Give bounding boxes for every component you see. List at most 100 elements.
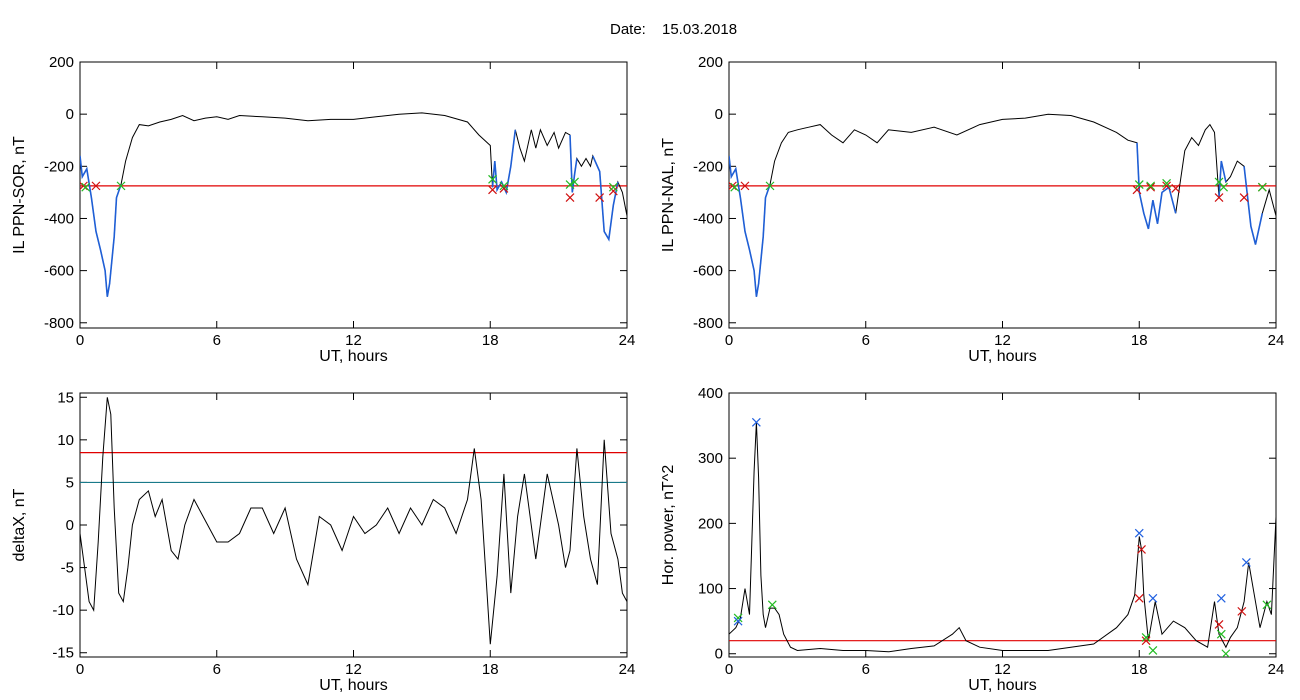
red-marker [80, 181, 88, 191]
blue-marker-stroke [751, 417, 761, 427]
x-tick-label: 0 [76, 332, 84, 349]
x-tick-label: 0 [725, 661, 733, 678]
x-tick-label: 12 [994, 661, 1011, 678]
blue-marker [1216, 593, 1226, 603]
green-marker [1134, 180, 1144, 189]
green-marker [1141, 633, 1151, 642]
x-tick-label: 6 [862, 332, 870, 349]
green-marker-stroke [730, 182, 740, 192]
green-marker-stroke [116, 181, 126, 191]
green-marker [81, 182, 91, 192]
green-marker-stroke [565, 180, 575, 189]
red-marker [488, 185, 497, 195]
y-tick-label: -400 [44, 210, 74, 227]
highlight-segment [80, 155, 122, 297]
x-tick-label: 18 [1131, 661, 1148, 678]
x-tick-label: 24 [1268, 332, 1285, 349]
plot-area [729, 417, 1276, 657]
y-tick-label: -800 [44, 315, 74, 332]
x-tick-label: 6 [862, 661, 870, 678]
series-line [80, 397, 627, 645]
y-tick-label: 0 [715, 646, 723, 663]
green-marker-stroke [1162, 178, 1172, 188]
y-tick-label: 200 [698, 54, 723, 71]
y-tick-label: -200 [693, 158, 723, 175]
red-marker-stroke [595, 193, 605, 203]
red-marker-stroke [1214, 619, 1224, 629]
x-tick-label: 24 [1268, 661, 1285, 678]
x-tick-label: 12 [345, 661, 362, 678]
red-marker [499, 184, 509, 193]
x-tick-label: 24 [619, 661, 636, 678]
green-marker-stroke [488, 174, 497, 184]
red-marker [1137, 545, 1146, 554]
y-tick-label: 5 [66, 474, 74, 491]
chart-panel-4: 0 6 12 18 24 0 100 200 300 400 UT, hours Hor. power… [660, 385, 1284, 694]
chart-panel-2: 0 6 12 18 24 -800 -600 -400 -200 0 200 UT, hours IL … [660, 54, 1284, 365]
red-marker-stroke [1171, 184, 1181, 193]
green-marker [1262, 600, 1272, 610]
x-tick-label: 12 [994, 332, 1011, 349]
y-tick-label: 200 [698, 515, 723, 532]
blue-marker [1241, 558, 1251, 567]
highlight-segment [491, 129, 517, 196]
panels: 0 6 12 18 24 -800 -600 -400 -200 0 200 UT, hours IL … [11, 54, 1284, 694]
green-marker [1146, 181, 1156, 191]
highlight-segment [1243, 166, 1264, 245]
red-marker-stroke [91, 181, 101, 191]
plot-area [729, 113, 1276, 297]
red-marker-stroke [1137, 545, 1146, 554]
green-marker-stroke [1219, 182, 1229, 192]
blue-marker [1148, 593, 1158, 603]
red-marker-stroke [1162, 181, 1172, 191]
green-marker [488, 174, 497, 184]
x-tick-label: 6 [213, 332, 221, 349]
green-marker-stroke [1262, 600, 1272, 610]
chart-panel-3: 0 6 12 18 24 -15 -10 -5 0 5 10 15 UT, hours deltaX, n… [11, 389, 635, 694]
highlight-segment [592, 155, 619, 242]
y-tick-label: 200 [49, 54, 74, 71]
red-marker [595, 193, 605, 203]
x-axis-title: UT, hours [968, 677, 1036, 694]
red-marker-stroke [1239, 193, 1249, 203]
green-marker-stroke [767, 600, 777, 610]
y-tick-label: 10 [57, 432, 74, 449]
red-marker-stroke [1141, 636, 1151, 646]
green-marker-stroke [1141, 633, 1151, 642]
green-marker-stroke [1214, 177, 1224, 187]
y-tick-label: 0 [66, 106, 74, 123]
red-marker [1214, 193, 1224, 203]
red-marker-stroke [1237, 606, 1247, 616]
red-marker-stroke [740, 181, 750, 191]
green-marker-stroke [1216, 629, 1226, 639]
series-line [729, 422, 1276, 653]
green-marker [767, 600, 777, 610]
date-label: Date: [610, 21, 646, 38]
blue-marker [751, 417, 761, 427]
red-marker [729, 181, 737, 191]
red-marker [1146, 182, 1156, 192]
x-tick-label: 18 [482, 332, 499, 349]
red-marker-stroke [488, 185, 497, 195]
x-tick-label: 0 [76, 661, 84, 678]
y-tick-label: 0 [66, 517, 74, 534]
red-marker-stroke [1134, 593, 1144, 603]
red-marker-stroke [1132, 185, 1142, 195]
green-marker [608, 182, 618, 192]
green-marker [1221, 649, 1231, 657]
x-axis-title: UT, hours [968, 348, 1036, 365]
green-marker [499, 181, 509, 191]
red-marker [565, 193, 575, 203]
red-marker [1162, 181, 1172, 191]
green-marker [1162, 178, 1172, 188]
x-tick-label: 6 [213, 661, 221, 678]
green-marker [733, 613, 743, 623]
date-value: 15.03.2018 [662, 21, 737, 38]
green-marker [765, 181, 775, 191]
plot-area [80, 397, 627, 645]
chart-panel-1: 0 6 12 18 24 -800 -600 -400 -200 0 200 UT, hours IL … [11, 54, 635, 365]
y-tick-label: -800 [693, 315, 723, 332]
blue-marker-stroke [1241, 558, 1251, 567]
green-marker-stroke [570, 177, 580, 187]
